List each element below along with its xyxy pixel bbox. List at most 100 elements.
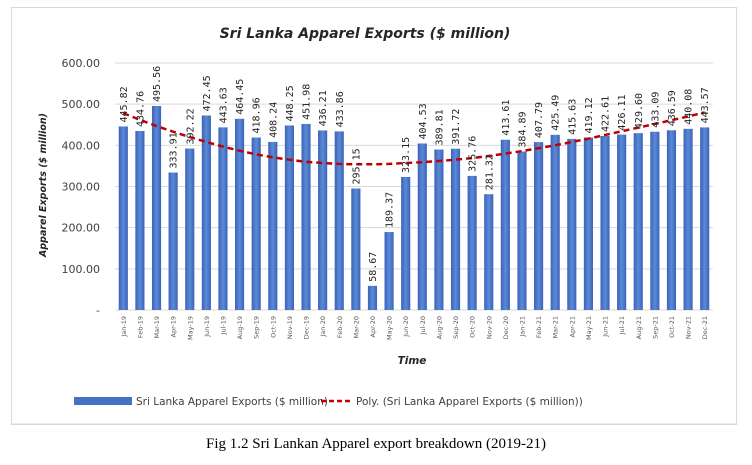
chart: Sri Lanka Apparel Exports ($ million) - 1… xyxy=(12,26,736,424)
x-tick-label: Sep-19 xyxy=(253,316,261,339)
y-tick-label: 100.00 xyxy=(62,263,101,276)
data-label: 426.11 xyxy=(617,94,628,130)
x-tick-label: Jun-20 xyxy=(402,316,410,338)
data-label: 425.49 xyxy=(551,95,562,131)
x-tick-label: Apr-20 xyxy=(369,316,377,337)
chart-frame: Sri Lanka Apparel Exports ($ million) - 1… xyxy=(11,7,737,425)
x-tick-label: Mar-19 xyxy=(153,316,161,338)
x-tick-label: Feb-19 xyxy=(136,316,144,338)
data-label: 418.96 xyxy=(252,97,263,133)
x-tick-label: Mar-20 xyxy=(352,316,360,338)
x-tick-label: Oct-21 xyxy=(668,316,676,338)
x-tick-label: Feb-20 xyxy=(336,316,344,338)
figure-caption: Fig 1.2 Sri Lankan Apparel export breakd… xyxy=(206,436,546,452)
x-tick-label: Dec-19 xyxy=(303,316,311,339)
data-label: 433.09 xyxy=(650,92,661,128)
x-tick-label: Jan-19 xyxy=(120,316,128,338)
x-tick-label: Jan-20 xyxy=(319,316,327,338)
bar-Jan-21 xyxy=(517,151,527,310)
gridlines xyxy=(115,62,713,311)
bar-Feb-21 xyxy=(534,142,544,310)
data-label: 464.45 xyxy=(235,79,246,115)
x-tick-label: Apr-21 xyxy=(568,316,576,337)
data-labels: 445.82 434.76 495.56 333.91 392.22 472.45 443.… xyxy=(119,66,711,282)
y-tick-label: 600.00 xyxy=(62,57,101,70)
y-axis-title: Apparel Exports ($ million) xyxy=(38,113,49,258)
data-label: 333.91 xyxy=(169,132,180,168)
bar-Aug-19 xyxy=(235,118,245,310)
bar-May-20 xyxy=(384,232,394,310)
bar-Oct-21 xyxy=(666,130,677,310)
x-tick-label: Oct-20 xyxy=(469,316,477,338)
legend-label-bars: Sri Lanka Apparel Exports ($ million) xyxy=(136,396,328,408)
data-label: 419.12 xyxy=(584,97,595,133)
data-label: 392.22 xyxy=(185,108,196,144)
data-label: 422.61 xyxy=(601,96,612,132)
x-tick-label: Jul-20 xyxy=(419,316,427,335)
x-axis-title: Time xyxy=(398,355,427,367)
x-tick-label: Nov-21 xyxy=(685,316,693,339)
data-label: 448.25 xyxy=(285,85,296,121)
data-label: 443.57 xyxy=(700,87,711,123)
bar-May-21 xyxy=(583,137,593,310)
bar-Feb-20 xyxy=(334,131,344,310)
bar-Sep-21 xyxy=(650,131,660,310)
data-label: 389.81 xyxy=(434,109,445,145)
bars xyxy=(118,105,710,310)
data-label: 415.63 xyxy=(567,99,578,135)
bar-Jan-20 xyxy=(318,130,328,310)
data-label: 325.76 xyxy=(468,136,479,172)
bar-Aug-20 xyxy=(434,149,444,310)
x-tick-label: Dec-20 xyxy=(502,316,510,339)
bar-Dec-20 xyxy=(500,139,510,310)
x-tick-label: Sep-21 xyxy=(651,316,659,339)
data-label: 404.53 xyxy=(418,103,429,139)
x-tick-label: Nov-19 xyxy=(286,316,294,339)
bar-Nov-20 xyxy=(484,194,494,310)
data-label: 391.72 xyxy=(451,109,462,145)
bar-Aug-21 xyxy=(633,133,643,310)
data-label: 433.86 xyxy=(335,91,346,127)
data-label: 440.08 xyxy=(684,89,695,125)
x-tick-label: Apr-19 xyxy=(170,316,178,337)
x-tick-label: Jul-19 xyxy=(220,316,228,335)
bar-Apr-20 xyxy=(367,285,378,310)
data-label: 295.15 xyxy=(351,148,362,184)
y-axis-ticks: - 100.00 200.00 300.00 400.00 500.00 600.00 xyxy=(62,57,101,317)
x-tick-label: Aug-20 xyxy=(435,316,443,339)
data-label: 384.89 xyxy=(518,111,529,147)
data-label: 436.21 xyxy=(318,90,329,126)
x-axis-ticks: Jan-19 Feb-19 Mar-19 Apr-19 May-19 Jun-19 Jul-… xyxy=(120,316,709,340)
data-label: 413.61 xyxy=(501,100,512,136)
x-tick-label: Nov-20 xyxy=(485,316,493,339)
x-tick-label: Jul-21 xyxy=(618,316,626,335)
data-label: 443.63 xyxy=(219,87,230,123)
data-label: 445.82 xyxy=(119,86,130,122)
x-tick-label: May-20 xyxy=(386,316,394,340)
bar-Feb-19 xyxy=(135,131,145,310)
y-tick-label: 300.00 xyxy=(62,181,101,194)
bar-Nov-19 xyxy=(284,125,294,310)
x-tick-label: May-21 xyxy=(585,316,593,340)
bar-Oct-20 xyxy=(467,175,477,310)
x-tick-label: Aug-19 xyxy=(236,316,244,339)
bar-Oct-19 xyxy=(268,141,278,310)
y-tick-label: 400.00 xyxy=(62,139,101,152)
x-tick-label: Dec-21 xyxy=(701,316,709,339)
data-label: 323.15 xyxy=(401,137,412,173)
bar-Jul-20 xyxy=(417,143,427,310)
y-tick-label: - xyxy=(96,304,100,317)
x-tick-label: Mar-21 xyxy=(552,316,560,338)
legend: Sri Lanka Apparel Exports ($ million) Po… xyxy=(74,396,583,408)
bar-May-19 xyxy=(185,148,195,310)
data-label: 436.59 xyxy=(667,90,678,126)
data-label: 429.60 xyxy=(634,93,645,129)
bar-Jan-19 xyxy=(118,126,128,310)
bar-Dec-21 xyxy=(700,127,710,310)
x-tick-label: Jan-21 xyxy=(519,316,527,338)
y-tick-label: 200.00 xyxy=(62,222,101,235)
x-tick-label: Sep-20 xyxy=(452,316,460,339)
bar-Sep-19 xyxy=(251,137,261,310)
data-label: 434.76 xyxy=(135,91,146,127)
bar-Mar-19 xyxy=(151,105,162,310)
